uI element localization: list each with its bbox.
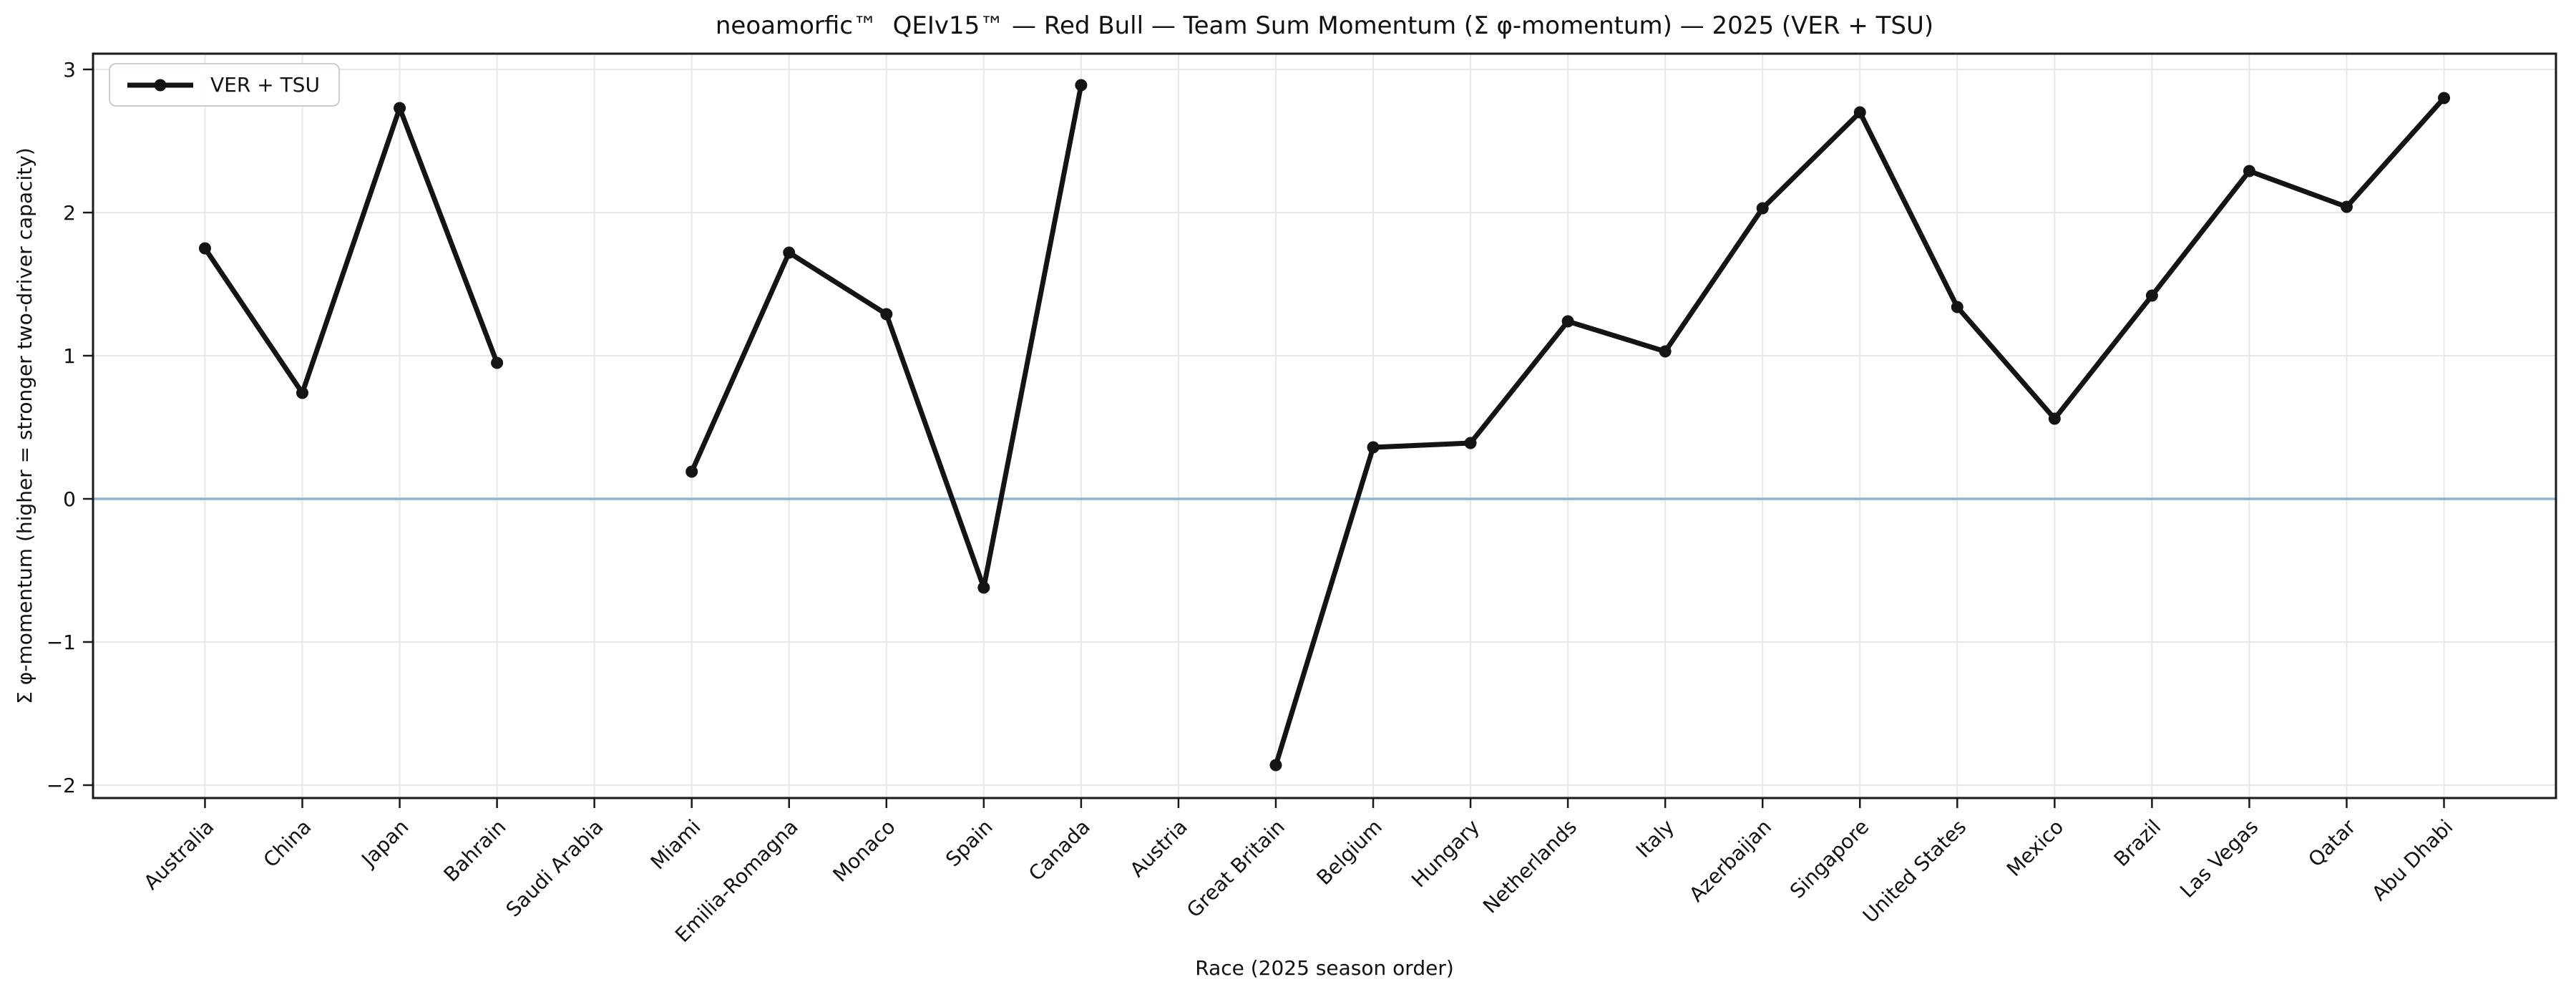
x-tick-label: Singapore <box>1785 815 1873 903</box>
y-tick-label: −2 <box>47 774 76 797</box>
x-tick-label: Australia <box>139 815 218 895</box>
data-point-marker <box>2438 92 2451 104</box>
data-point-marker <box>2243 165 2255 177</box>
x-tick-label: Great Britain <box>1182 815 1289 923</box>
x-tick-label: Qatar <box>2303 814 2360 871</box>
x-tick-label: Canada <box>1024 815 1095 886</box>
x-tick-label: Las Vegas <box>2175 815 2263 903</box>
axes-spines <box>92 52 2557 799</box>
x-tick-label: Austria <box>1126 815 1192 882</box>
x-tick-label: Italy <box>1631 815 1679 862</box>
x-tick-label: Bahrain <box>439 815 511 887</box>
data-point-marker <box>1951 301 1963 313</box>
data-point-marker <box>783 246 796 259</box>
x-tick-label: Hungary <box>1407 815 1484 892</box>
x-tick-label: Miami <box>646 815 706 875</box>
x-tick-label: China <box>259 815 316 872</box>
legend-line-marker-icon <box>127 79 193 91</box>
x-tick-label: Japan <box>356 815 414 872</box>
data-point-marker <box>2145 289 2158 302</box>
legend: VER + TSU <box>109 63 340 107</box>
grid-lines <box>93 54 2556 798</box>
data-point-marker <box>2340 200 2353 213</box>
data-point-marker <box>1075 79 1088 92</box>
x-axis-label: Race (2025 season order) <box>1195 956 1454 980</box>
legend-label: VER + TSU <box>210 73 320 97</box>
x-tick-label: Saudi Arabia <box>502 815 608 922</box>
data-point-marker <box>1561 315 1574 328</box>
series-segment <box>202 105 500 396</box>
x-tick-label: Netherlands <box>1478 815 1581 918</box>
data-point-marker <box>1464 437 1477 449</box>
x-tick-label: Belgium <box>1312 815 1387 890</box>
data-point-marker <box>686 465 698 478</box>
y-tick-label: 3 <box>63 58 76 82</box>
x-tick-label: Spain <box>941 815 997 872</box>
x-tick-label: United States <box>1858 815 1971 928</box>
x-tick-label: Brazil <box>2109 815 2166 872</box>
y-tick-label: 2 <box>63 201 76 225</box>
y-tick-label: 0 <box>63 487 76 511</box>
y-tick-label: −1 <box>47 631 76 654</box>
series-line <box>198 79 2451 772</box>
data-point-marker <box>198 242 211 255</box>
data-point-marker <box>1756 202 1769 215</box>
data-point-marker <box>296 386 309 399</box>
data-point-marker <box>394 102 406 115</box>
data-point-marker <box>1659 345 1672 358</box>
data-point-marker <box>1269 759 1282 772</box>
chart-title: neoamorfic™ QEIv15™ — Red Bull — Team Su… <box>715 11 1934 40</box>
data-point-marker <box>491 356 504 369</box>
x-tick-label: Monaco <box>829 815 900 887</box>
y-tick-label: 1 <box>63 344 76 368</box>
data-point-marker <box>2048 412 2061 425</box>
axis-ticks: −2 −1 0 1 2 3 Australia China Japan BahrainSaudi … <box>47 58 2458 947</box>
data-point-marker <box>1853 106 1866 119</box>
data-point-marker <box>880 308 893 321</box>
x-tick-label: Abu Dhabi <box>2367 815 2457 905</box>
data-point-marker <box>977 581 990 594</box>
x-tick-label: Mexico <box>2002 815 2068 881</box>
data-point-marker <box>1367 441 1380 454</box>
x-tick-label: Azerbaijan <box>1684 815 1776 907</box>
